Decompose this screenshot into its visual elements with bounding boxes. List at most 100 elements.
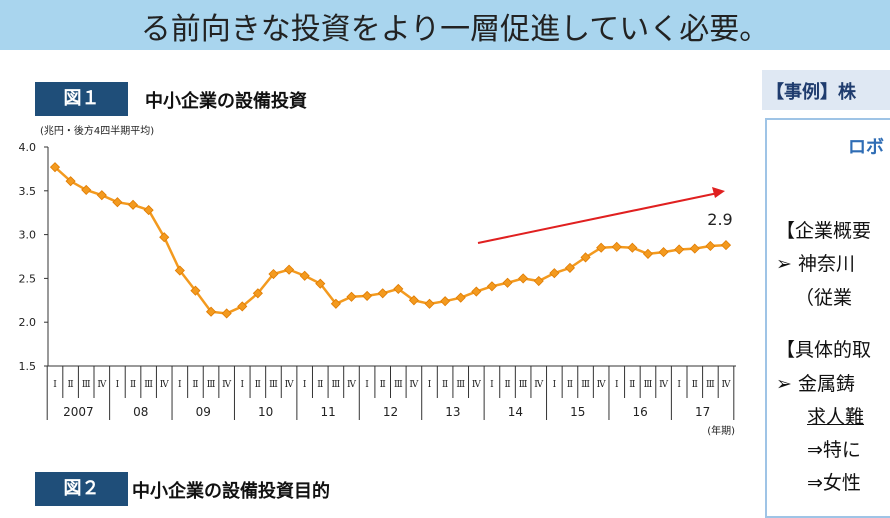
data-point (96, 190, 107, 201)
data-point (627, 242, 638, 253)
y-tick-label: 2.5 (19, 272, 37, 285)
data-point (315, 278, 326, 289)
data-point (580, 252, 591, 263)
x-tick-label: Ⅱ (567, 380, 573, 390)
x-tick-label: Ⅰ (365, 380, 369, 390)
data-point (440, 296, 451, 307)
trend-arrowhead (712, 187, 725, 198)
x-tick-label: Ⅳ (472, 380, 482, 390)
data-point (65, 176, 76, 187)
y-tick-label: 1.5 (19, 360, 37, 373)
x-tick-label: Ⅳ (722, 380, 732, 390)
x-tick-label: Ⅳ (97, 380, 107, 390)
case-line: ➢ 神奈川 (776, 253, 855, 275)
header-title: る前向きな投資をより一層促進していく必要。 (140, 12, 770, 47)
x-tick-label: Ⅱ (504, 380, 510, 390)
data-point (408, 295, 419, 306)
data-point (424, 298, 435, 309)
data-point (486, 281, 497, 292)
year-label: 15 (570, 405, 585, 419)
year-label: 09 (196, 405, 211, 419)
year-label: 13 (445, 405, 460, 419)
case-line: 【具体的取 (776, 339, 872, 361)
data-point (346, 291, 357, 302)
x-tick-label: Ⅱ (192, 380, 198, 390)
figure-title: 中小企業の設備投資 (145, 91, 307, 112)
data-point (518, 273, 529, 284)
x-tick-label: Ⅰ (428, 380, 432, 390)
data-point (455, 292, 466, 303)
x-tick-label: Ⅰ (615, 380, 619, 390)
year-label: 17 (695, 405, 710, 419)
y-tick-label: 2.0 (19, 316, 37, 329)
x-tick-label: Ⅳ (597, 380, 607, 390)
case-line: 【企業概要 (776, 220, 872, 242)
x-tick-label: Ⅲ (519, 380, 528, 390)
x-tick-label: Ⅲ (394, 380, 403, 390)
series-line (54, 166, 727, 315)
case-line: （従業 (795, 287, 853, 309)
data-point (611, 241, 622, 252)
x-tick-label: Ⅰ (677, 380, 681, 390)
case-line: 求人難 (807, 406, 865, 428)
x-tick-label: Ⅳ (409, 380, 419, 390)
data-point (502, 277, 513, 288)
year-label: 11 (320, 405, 335, 419)
x-unit: (年期) (707, 424, 735, 437)
x-tick-label: Ⅲ (332, 380, 341, 390)
data-point (393, 283, 404, 294)
data-point (596, 242, 607, 253)
x-tick-label: Ⅰ (53, 380, 57, 390)
data-point (143, 205, 154, 216)
value-label: 2.9 (707, 210, 732, 229)
x-tick-label: Ⅳ (160, 380, 170, 390)
case-line: ➢ 金属鋳 (776, 373, 855, 395)
data-point (159, 232, 170, 243)
y-tick-label: 4.0 (19, 141, 37, 154)
x-tick-label: Ⅳ (659, 380, 669, 390)
header-banner (0, 0, 890, 50)
case-header: 【事例】株 (766, 82, 856, 103)
year-label: 08 (133, 405, 148, 419)
x-tick-label: Ⅲ (456, 380, 465, 390)
x-tick-label: Ⅰ (303, 380, 307, 390)
x-tick-label: Ⅰ (240, 380, 244, 390)
x-tick-label: Ⅰ (553, 380, 557, 390)
case-header-bg (762, 70, 890, 110)
trend-arrow (477, 192, 719, 244)
x-tick-label: Ⅲ (269, 380, 278, 390)
data-point (377, 288, 388, 299)
x-tick-label: Ⅱ (317, 380, 323, 390)
x-tick-label: Ⅱ (68, 380, 74, 390)
data-point (237, 301, 248, 312)
data-point (112, 197, 123, 208)
data-point (81, 184, 92, 195)
x-tick-label: Ⅱ (130, 380, 136, 390)
x-tick-label: Ⅱ (692, 380, 698, 390)
data-point (362, 290, 373, 301)
data-point (299, 270, 310, 281)
x-tick-label: Ⅳ (285, 380, 295, 390)
data-point (268, 268, 279, 280)
figure-label: 図２ (35, 472, 128, 506)
year-label: 14 (508, 405, 523, 419)
data-point (549, 268, 560, 279)
data-point (471, 286, 482, 297)
case-line: ⇒特に (807, 439, 861, 461)
year-label: 10 (258, 405, 273, 419)
x-tick-label: Ⅰ (490, 380, 494, 390)
data-point (127, 199, 139, 210)
x-tick-label: Ⅳ (222, 380, 232, 390)
x-tick-label: Ⅲ (706, 380, 715, 390)
figure-title: 中小企業の設備投資目的 (132, 481, 330, 502)
data-point (190, 285, 201, 296)
data-point (658, 247, 669, 258)
chart: (兆円・後方4四半期平均) (年期) 1.52.02.53.03.54.0Ⅰ Ⅱ Ⅲ… (19, 124, 736, 437)
year-label: 16 (633, 405, 648, 419)
x-tick-label: Ⅰ (178, 380, 182, 390)
data-point (674, 244, 685, 255)
data-point (642, 248, 654, 259)
x-tick-label: Ⅲ (644, 380, 653, 390)
data-point (720, 240, 732, 251)
